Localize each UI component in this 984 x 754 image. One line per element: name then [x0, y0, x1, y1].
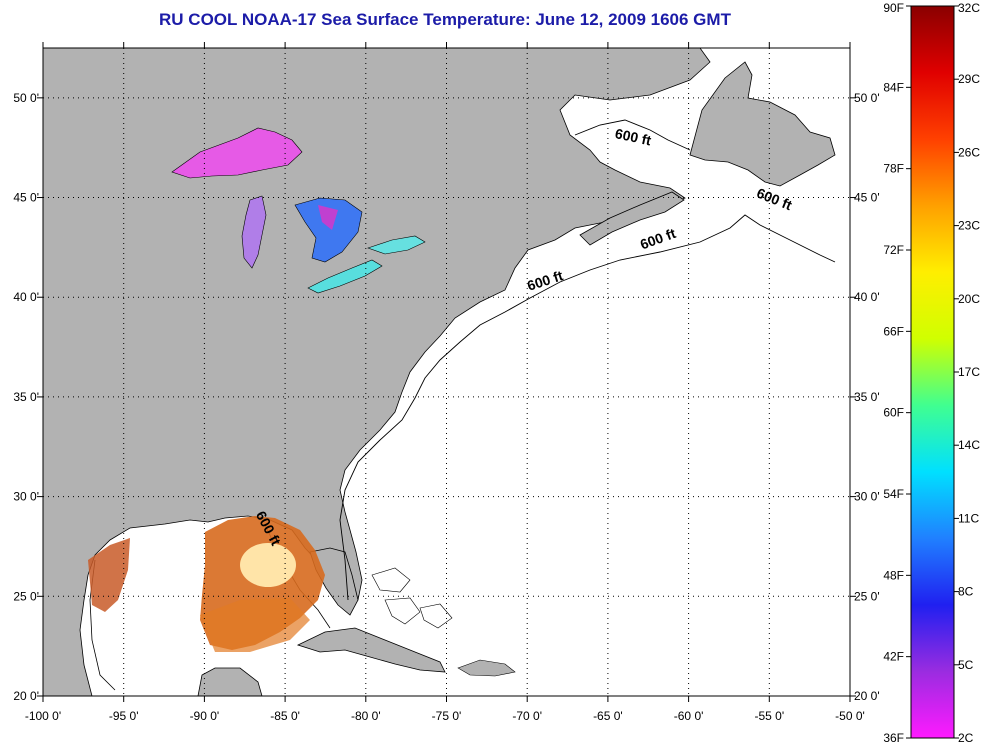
lon-tick-label: -65 0'	[593, 709, 623, 723]
colorbar-c-label: 11C	[958, 511, 979, 525]
land-yucatan	[197, 667, 263, 696]
contour-label-600ft: 600 ft	[614, 125, 653, 148]
lake-michigan-sst	[241, 195, 267, 269]
lat-tick-label-right: 30 0'	[854, 490, 880, 504]
lon-tick-label: -80 0'	[351, 709, 381, 723]
axes: -100 0' -95 0' -90 0' -85 0' -80 0' -75 0' -70…	[13, 42, 880, 723]
lat-tick-label-right: 45 0'	[854, 191, 880, 205]
contour-600ft	[339, 214, 836, 601]
lon-tick-label: -55 0'	[754, 709, 784, 723]
lon-tick-label: -60 0'	[674, 709, 704, 723]
colorbar-c-label: 5C	[958, 658, 974, 672]
lon-tick-label: -85 0'	[270, 709, 300, 723]
colorbar-f-label: 90F	[883, 1, 904, 15]
land-cuba	[296, 627, 446, 673]
lake-superior-sst	[171, 127, 303, 179]
chart-title: RU COOL NOAA-17 Sea Surface Temperature:…	[159, 10, 731, 29]
lat-tick-label: 40 0'	[13, 290, 39, 304]
colorbar-c-label: 32C	[958, 1, 980, 15]
lat-tick-label-right: 40 0'	[854, 290, 880, 304]
map-frame	[42, 47, 851, 697]
colorbar-c-label: 23C	[958, 219, 980, 233]
lat-tick-label: 20 0'	[13, 689, 39, 703]
lon-tick-label: -100 0'	[25, 709, 61, 723]
colorbar-f-label: 78F	[883, 162, 904, 176]
lat-tick-label: 45 0'	[13, 191, 39, 205]
colorbar-f-label: 84F	[883, 80, 904, 94]
lake-erie-sst	[307, 259, 383, 294]
colorbar-ramp	[910, 5, 955, 739]
land-nova-scotia	[579, 191, 685, 246]
lat-tick-label-right: 25 0'	[854, 589, 880, 603]
lake-huron-inner-sst	[318, 205, 338, 230]
lake-ontario-sst	[367, 235, 426, 255]
colorbar-f-label: 66F	[883, 324, 904, 338]
gulf-sst-west	[88, 538, 130, 612]
lon-tick-label: -75 0'	[432, 709, 462, 723]
lat-tick-label-right: 35 0'	[854, 390, 880, 404]
land-hispaniola	[457, 659, 516, 677]
colorbar-f-label: 48F	[883, 568, 904, 582]
lat-tick-label: 50 0'	[13, 91, 39, 105]
colorbar-f-label: 54F	[883, 487, 904, 501]
lat-tick-label: 35 0'	[13, 390, 39, 404]
lon-tick-label: -90 0'	[190, 709, 220, 723]
lat-tick-label: 30 0'	[13, 490, 39, 504]
graticule	[43, 48, 850, 696]
colorbar-f-label: 42F	[883, 650, 904, 664]
lat-tick-label-right: 20 0'	[854, 689, 880, 703]
lake-huron-sst	[294, 197, 363, 263]
lat-tick-label: 25 0'	[13, 589, 39, 603]
colorbar-f-label: 36F	[883, 731, 904, 745]
colorbar-c-label: 20C	[958, 292, 980, 306]
gulf-sst-warm-core	[240, 543, 296, 587]
colorbar-c-label: 14C	[958, 438, 980, 452]
colorbar-c-label: 2C	[958, 731, 974, 745]
lon-tick-label: -95 0'	[109, 709, 139, 723]
colorbar-c-label: 29C	[958, 72, 980, 86]
colorbar-f-label: 72F	[883, 243, 904, 257]
contour-600ft-gulf-of-maine	[574, 119, 691, 151]
lat-tick-label-right: 50 0'	[854, 91, 880, 105]
lon-tick-label: -50 0'	[835, 709, 865, 723]
colorbar-c-label: 17C	[958, 365, 980, 379]
colorbar-f-label: 60F	[883, 406, 904, 420]
colorbar-c-label: 8C	[958, 585, 974, 599]
lon-tick-label: -70 0'	[512, 709, 542, 723]
land-newfoundland	[689, 61, 836, 187]
land-north-america	[43, 48, 711, 696]
colorbar: 90F 84F 78F 72F 66F 60F 54F 48F 42F 36F 32C 29C 26C…	[883, 1, 980, 745]
colorbar-c-label: 26C	[958, 145, 980, 159]
colorbar-fahrenheit-labels: 90F 84F 78F 72F 66F 60F 54F 48F 42F 36F	[883, 1, 911, 745]
gulf-sst-south	[200, 598, 310, 652]
colorbar-celsius-labels: 32C 29C 26C 23C 20C 17C 14C 11C 8C 5C 2C	[954, 1, 980, 745]
bahamas-banks	[371, 567, 453, 629]
